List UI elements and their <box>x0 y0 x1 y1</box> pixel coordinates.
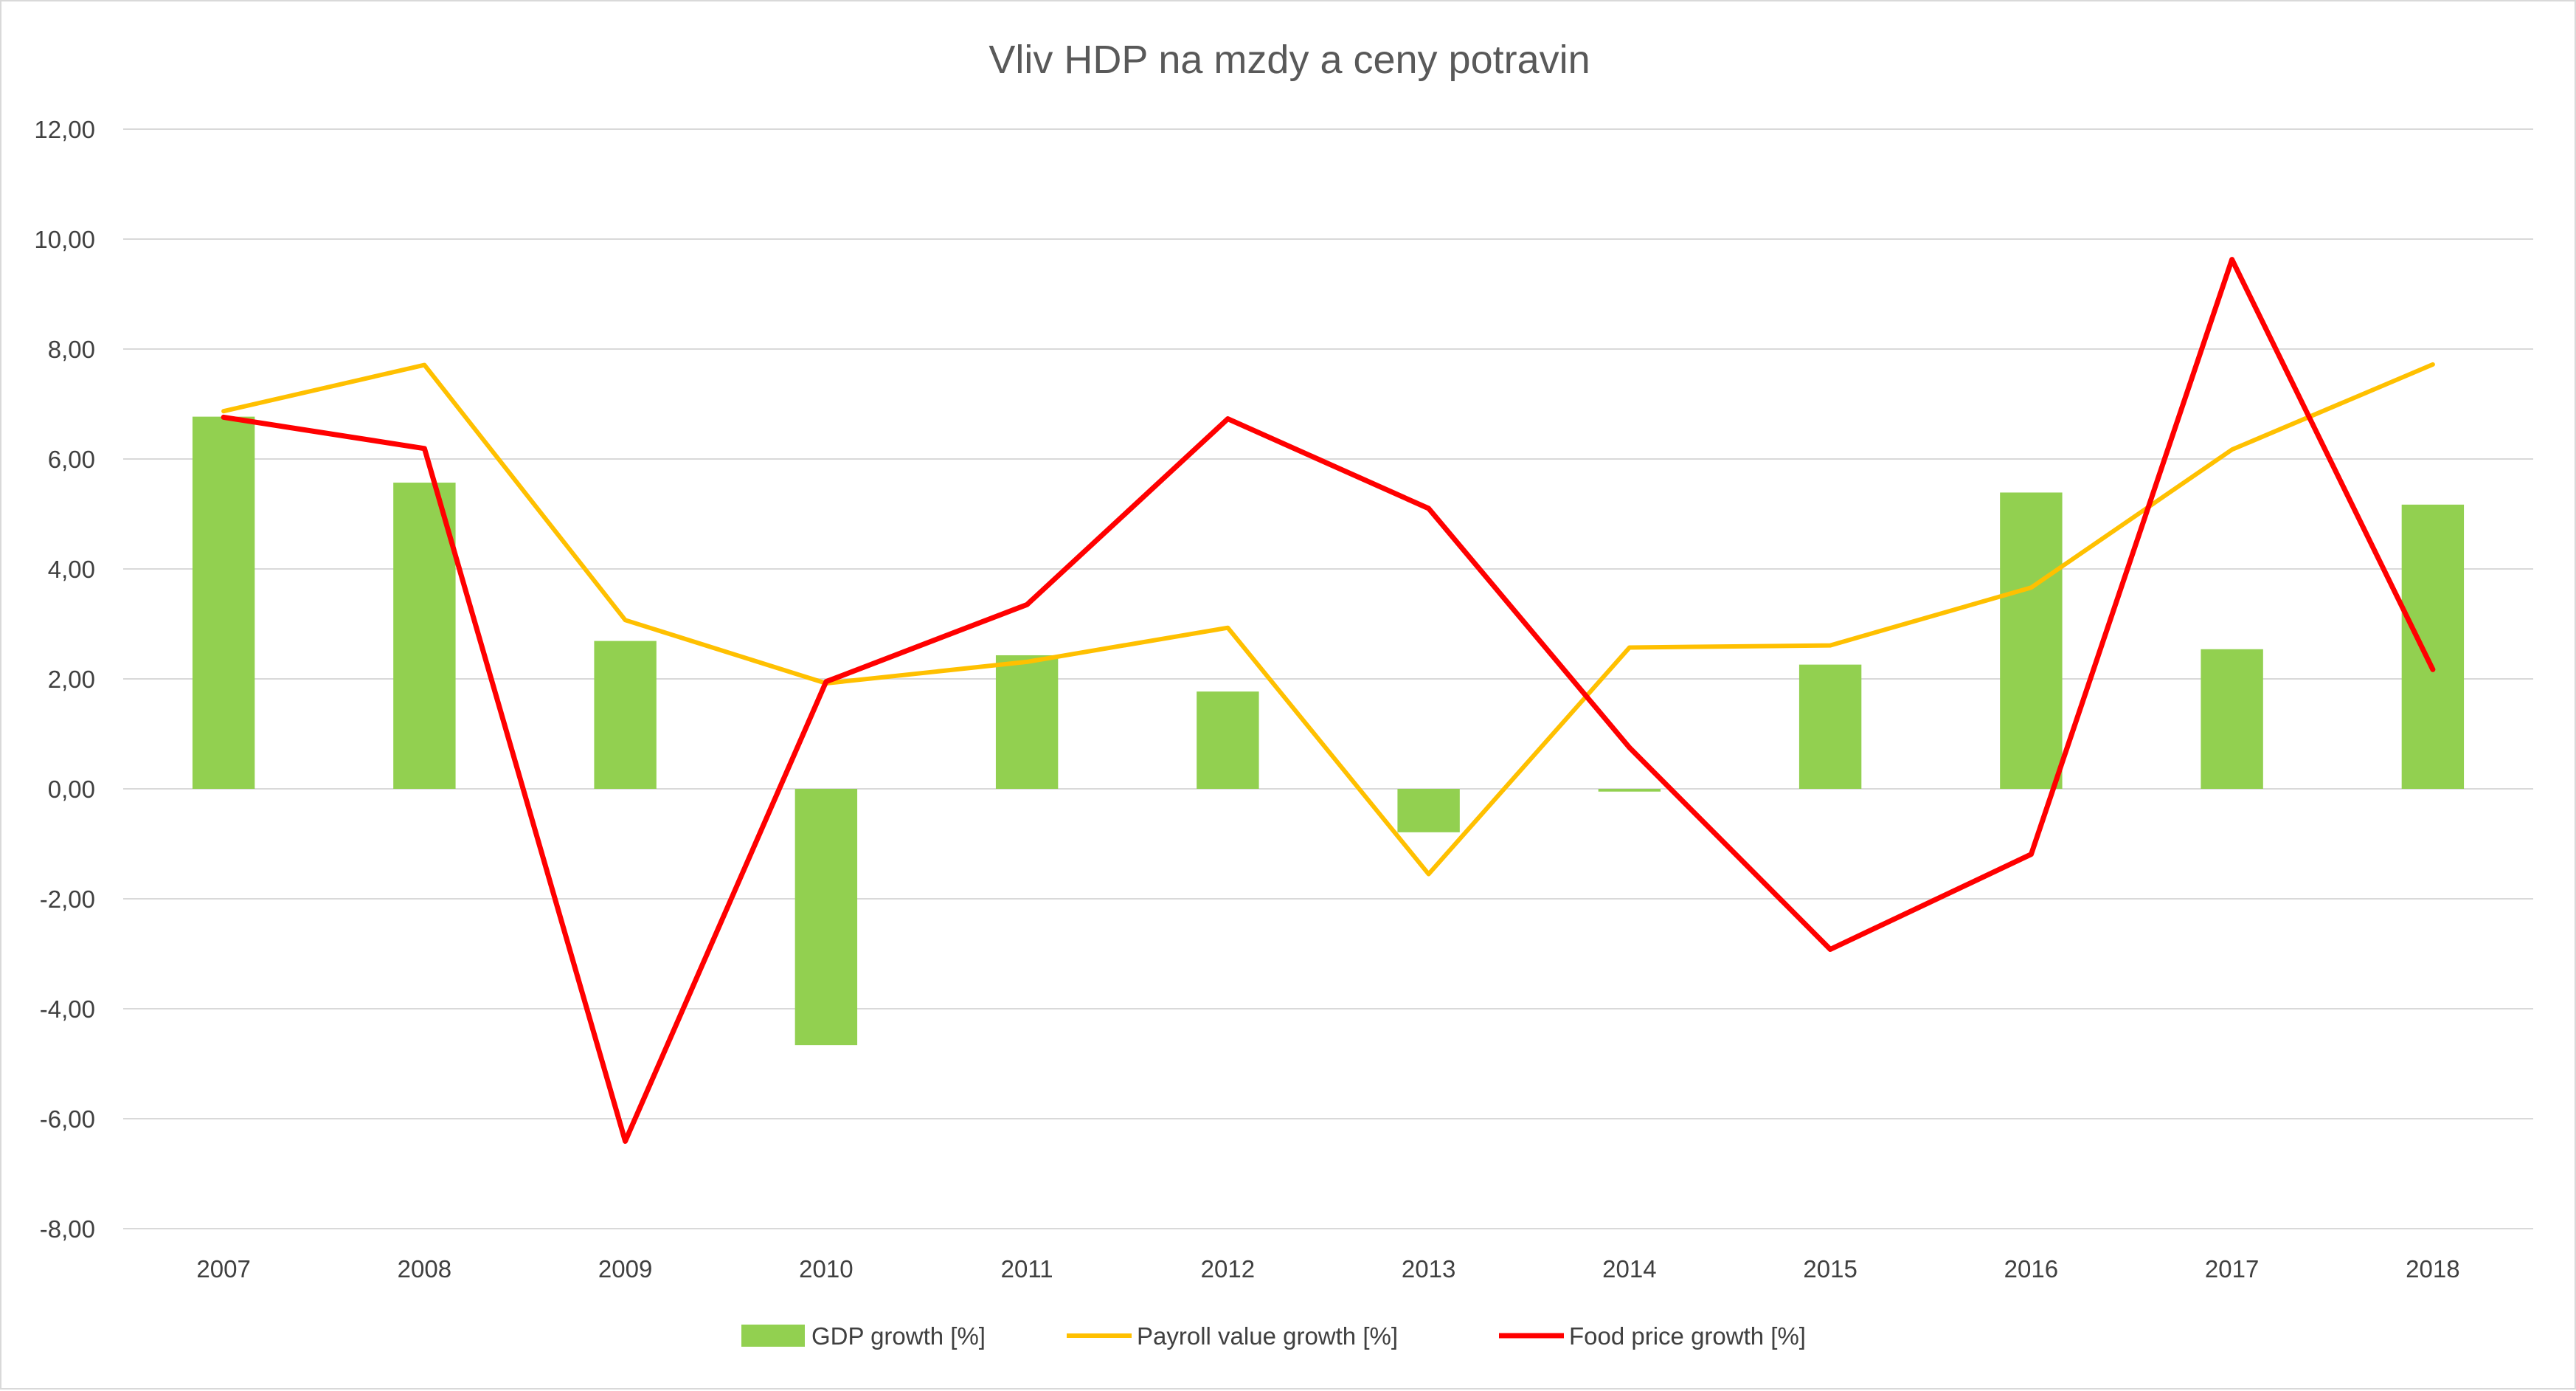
bar-2015 <box>1798 664 1862 789</box>
legend-label: Food price growth [%] <box>1569 1322 1806 1350</box>
y-tick-label: -4,00 <box>40 995 95 1023</box>
y-tick-label: 12,00 <box>34 116 95 143</box>
x-axis-tick-labels: 2007 2008 2009 2010 2011 2012 2013 2014 2015 2016… <box>196 1255 2459 1283</box>
y-tick-label: 10,00 <box>34 226 95 253</box>
legend-label: GDP growth [%] <box>811 1322 986 1350</box>
y-tick-label: -6,00 <box>40 1105 95 1133</box>
x-tick-label: 2016 <box>2004 1255 2058 1283</box>
bar-2012 <box>1197 691 1259 789</box>
x-tick-label: 2017 <box>2205 1255 2259 1283</box>
x-tick-label: 2015 <box>1803 1255 1857 1283</box>
y-tick-label: 6,00 <box>48 446 95 473</box>
y-tick-label: 8,00 <box>48 336 95 363</box>
bar-2010 <box>794 789 858 1046</box>
y-tick-label: 2,00 <box>48 666 95 693</box>
bar-series <box>192 416 2465 1046</box>
bar-2008 <box>393 483 456 789</box>
bar-2007 <box>192 416 255 789</box>
y-tick-label: -2,00 <box>40 886 95 913</box>
x-tick-label: 2014 <box>1602 1255 1656 1283</box>
x-tick-label: 2007 <box>196 1255 250 1283</box>
legend: GDP growth [%] Payroll value growth [%] Fo… <box>741 1322 1806 1350</box>
x-tick-label: 2018 <box>2406 1255 2459 1283</box>
bar-2014 <box>1598 789 1661 792</box>
bar-2018 <box>2401 504 2465 789</box>
x-tick-label: 2013 <box>1402 1255 1455 1283</box>
bar-2009 <box>594 641 657 789</box>
y-axis-tick-labels: 12,00 10,00 8,00 6,00 4,00 2,00 0,00 -2,00 -4,00… <box>34 116 95 1243</box>
legend-swatch-gdp <box>741 1325 805 1347</box>
bar-2011 <box>995 655 1059 789</box>
legend-label: Payroll value growth [%] <box>1137 1322 1398 1350</box>
gridlines <box>123 128 2533 1229</box>
x-tick-label: 2012 <box>1201 1255 1255 1283</box>
bar-2017 <box>2201 649 2263 789</box>
bar-2016 <box>2000 492 2063 789</box>
line-series <box>221 257 2436 1144</box>
x-tick-label: 2008 <box>398 1255 451 1283</box>
y-tick-label: 4,00 <box>48 556 95 583</box>
chart-title: Vliv HDP na mzdy a ceny potravin <box>988 38 1590 82</box>
y-tick-label: -8,00 <box>40 1215 95 1243</box>
payroll-value-growth-line <box>221 362 2435 877</box>
food-price-growth-line <box>221 257 2436 1144</box>
bar-2013 <box>1397 789 1460 832</box>
x-tick-label: 2011 <box>1001 1255 1053 1283</box>
y-tick-label: 0,00 <box>48 776 95 803</box>
x-tick-label: 2010 <box>799 1255 853 1283</box>
x-tick-label: 2009 <box>598 1255 652 1283</box>
